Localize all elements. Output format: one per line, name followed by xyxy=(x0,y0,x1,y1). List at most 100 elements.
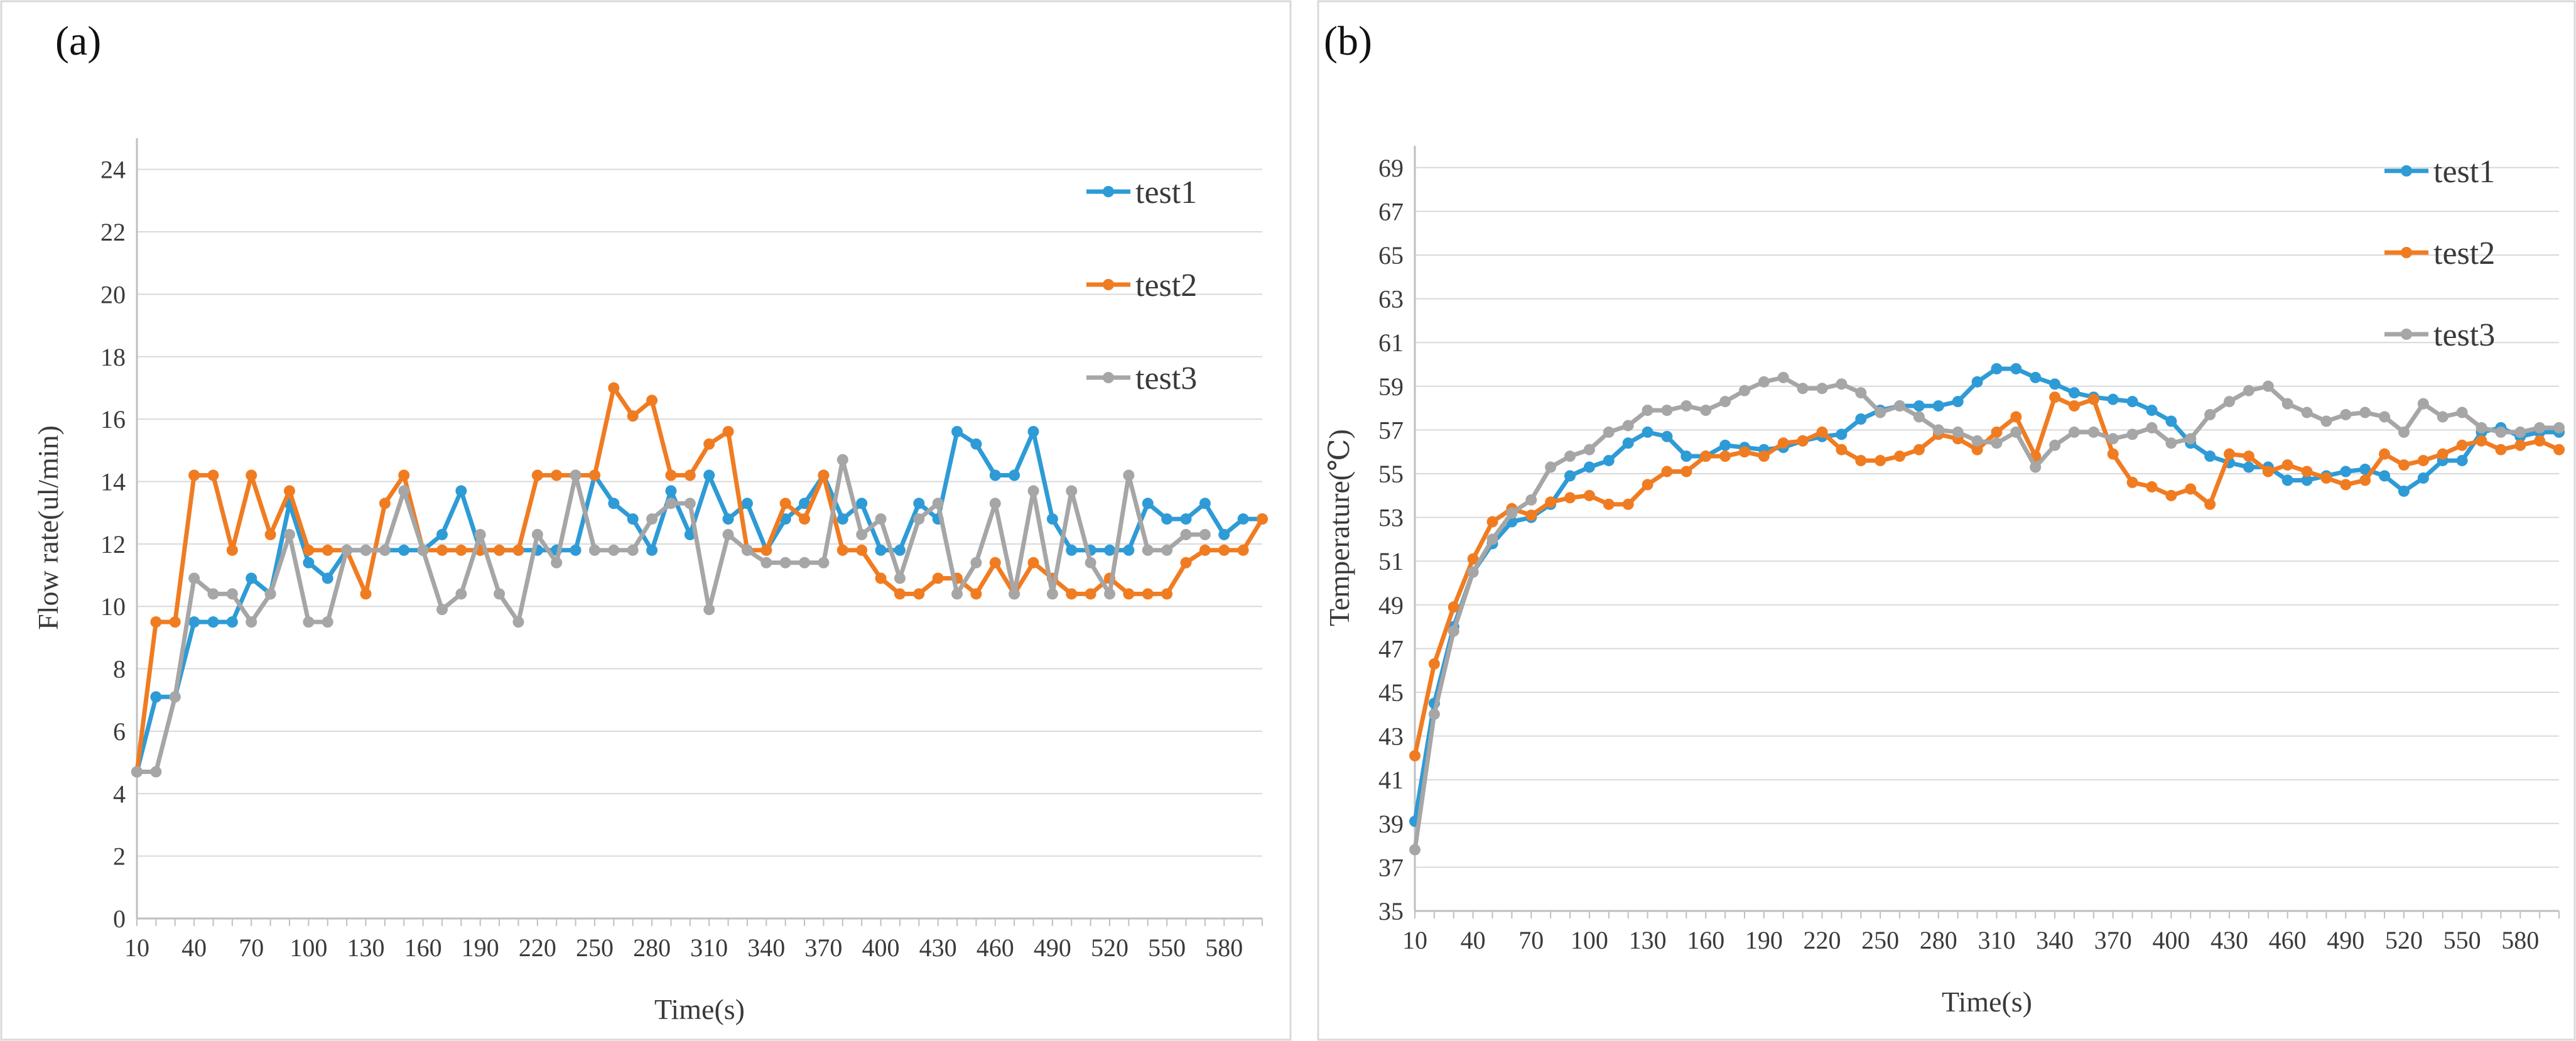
chart-b-point-test1 xyxy=(2281,474,2293,486)
chart-a-point-test1 xyxy=(665,485,677,497)
chart-a-point-test3 xyxy=(741,544,753,556)
chart-a-point-test3 xyxy=(989,498,1001,510)
chart-a-point-test1 xyxy=(608,498,620,510)
chart-b-point-test2 xyxy=(1991,426,2003,438)
chart-b-series-line-test1 xyxy=(1412,366,2559,822)
chart-b-x-tick-label: 520 xyxy=(2385,926,2423,954)
chart-b-point-test2 xyxy=(1719,450,1731,462)
chart-b-point-test1 xyxy=(1932,400,1944,412)
chart-b-point-test2 xyxy=(1700,450,1712,462)
chart-a-point-test3 xyxy=(1123,469,1135,481)
chart-b-point-test2 xyxy=(1448,601,1459,613)
chart-a-x-tick-label: 250 xyxy=(576,934,614,962)
chart-b-point-test2 xyxy=(1661,466,1673,477)
chart-a-y-tick-label: 18 xyxy=(100,343,126,371)
chart-b-point-test3 xyxy=(1932,424,1944,436)
chart-b-x-tick-label: 190 xyxy=(1745,926,1783,954)
chart-a-x-tick-label: 220 xyxy=(519,934,556,962)
chart-a-point-test2 xyxy=(760,544,772,556)
chart-b-point-test1 xyxy=(1583,461,1595,473)
chart-b-x-tick-label: 250 xyxy=(1861,926,1899,954)
chart-b-point-test2 xyxy=(2359,474,2371,486)
chart-a-point-test1 xyxy=(188,616,200,628)
chart-b-frame xyxy=(1317,0,2576,1041)
chart-a-point-test2 xyxy=(970,588,982,600)
chart-a-point-test3 xyxy=(1161,544,1173,556)
chart-b-point-test3 xyxy=(1448,625,1459,637)
chart-b-point-test3 xyxy=(1855,387,1867,399)
chart-a-point-test1 xyxy=(836,513,848,525)
chart-a-point-test3 xyxy=(150,766,162,778)
chart-b-point-test2 xyxy=(1545,496,1557,508)
chart-b-point-test3 xyxy=(1467,566,1479,578)
chart-a-point-test2 xyxy=(913,588,925,600)
chart-a-point-test3 xyxy=(474,528,486,540)
chart-a-x-tick-label: 580 xyxy=(1205,934,1243,962)
chart-b-point-test1 xyxy=(2301,474,2313,486)
chart-a-y-tick-label: 10 xyxy=(100,592,126,621)
chart-a-point-test3 xyxy=(1104,588,1116,600)
chart-b-y-axis-title: Temperature(℃) xyxy=(1323,429,1355,626)
chart-a-point-test2 xyxy=(875,572,887,584)
chart-b-point-test3 xyxy=(1545,461,1557,473)
chart-b-legend-marker-test1 xyxy=(2401,165,2412,177)
chart-a-point-test3 xyxy=(1180,528,1192,540)
chart-b-point-test2 xyxy=(2281,459,2293,471)
chart-b-point-test3 xyxy=(1622,420,1634,432)
chart-a-legend-marker-test3 xyxy=(1103,372,1114,383)
chart-b-x-tick-label: 70 xyxy=(1518,926,1544,954)
chart-a-point-test3 xyxy=(1199,528,1211,540)
chart-a-legend-marker-test1 xyxy=(1103,186,1114,197)
chart-a-point-test1 xyxy=(856,498,868,510)
chart-b-y-tick-label: 39 xyxy=(1378,810,1404,838)
chart-b-point-test2 xyxy=(2262,466,2274,477)
chart-b-y-tick-label: 61 xyxy=(1378,329,1404,357)
chart-b-point-test2 xyxy=(1603,498,1615,510)
chart-b-point-test3 xyxy=(2262,380,2274,392)
chart-b-y-tick-label: 41 xyxy=(1378,766,1404,794)
chart-b-point-test3 xyxy=(2359,406,2371,418)
chart-a-point-test3 xyxy=(303,616,315,628)
chart-b-point-test3 xyxy=(2514,426,2526,438)
chart-b-point-test3 xyxy=(2224,396,2236,408)
chart-b-x-tick-label: 430 xyxy=(2211,926,2248,954)
chart-b-point-test2 xyxy=(2146,481,2158,493)
chart-b-point-test3 xyxy=(1428,708,1440,720)
chart-a-point-test3 xyxy=(779,557,791,569)
chart-b-point-test3 xyxy=(2476,422,2487,433)
chart-a-y-tick-label: 6 xyxy=(113,717,126,746)
chart-b-point-test1 xyxy=(1642,426,1653,438)
chart-a-point-test1 xyxy=(398,544,410,556)
chart-a-x-tick-label: 520 xyxy=(1091,934,1128,962)
chart-a-series-line-test2 xyxy=(134,385,1264,772)
chart-b-point-test3 xyxy=(1719,396,1731,408)
chart-b-x-tick-label: 460 xyxy=(2269,926,2307,954)
chart-b-point-test1 xyxy=(1661,430,1673,442)
chart-b-point-test1 xyxy=(2010,362,2022,374)
chart-b-point-test2 xyxy=(2476,435,2487,447)
chart-a-point-test3 xyxy=(379,544,391,556)
chart-a-point-test2 xyxy=(283,485,295,497)
chart-b-point-test3 xyxy=(2340,409,2352,421)
chart-a-x-axis-title: Time(s) xyxy=(654,993,745,1025)
chart-b-point-test2 xyxy=(1777,437,1789,449)
chart-a-point-test2 xyxy=(646,395,658,406)
chart-b-point-test3 xyxy=(2301,406,2313,418)
chart-b-point-test2 xyxy=(1583,489,1595,501)
chart-a-x-tick-label: 10 xyxy=(124,934,149,962)
chart-a-x-tick-label: 40 xyxy=(181,934,207,962)
chart-a-point-test2 xyxy=(1218,544,1230,556)
chart-b-point-test1 xyxy=(1971,376,1983,388)
chart-a-point-test3 xyxy=(455,588,467,600)
chart-b-point-test2 xyxy=(1971,444,1983,455)
chart-a-point-test1 xyxy=(570,544,582,556)
chart-b-point-test2 xyxy=(2320,472,2332,484)
chart-a-frame xyxy=(0,0,1292,1041)
chart-a-point-test3 xyxy=(894,572,906,584)
chart-a-point-test1 xyxy=(1180,513,1192,525)
chart-b-legend-label-test3: test3 xyxy=(2433,317,2495,353)
chart-a-point-test3 xyxy=(226,588,238,600)
chart-b-point-test1 xyxy=(1564,470,1576,482)
chart-a-point-test2 xyxy=(1142,588,1154,600)
chart-a-y-tick-label: 14 xyxy=(100,467,126,496)
